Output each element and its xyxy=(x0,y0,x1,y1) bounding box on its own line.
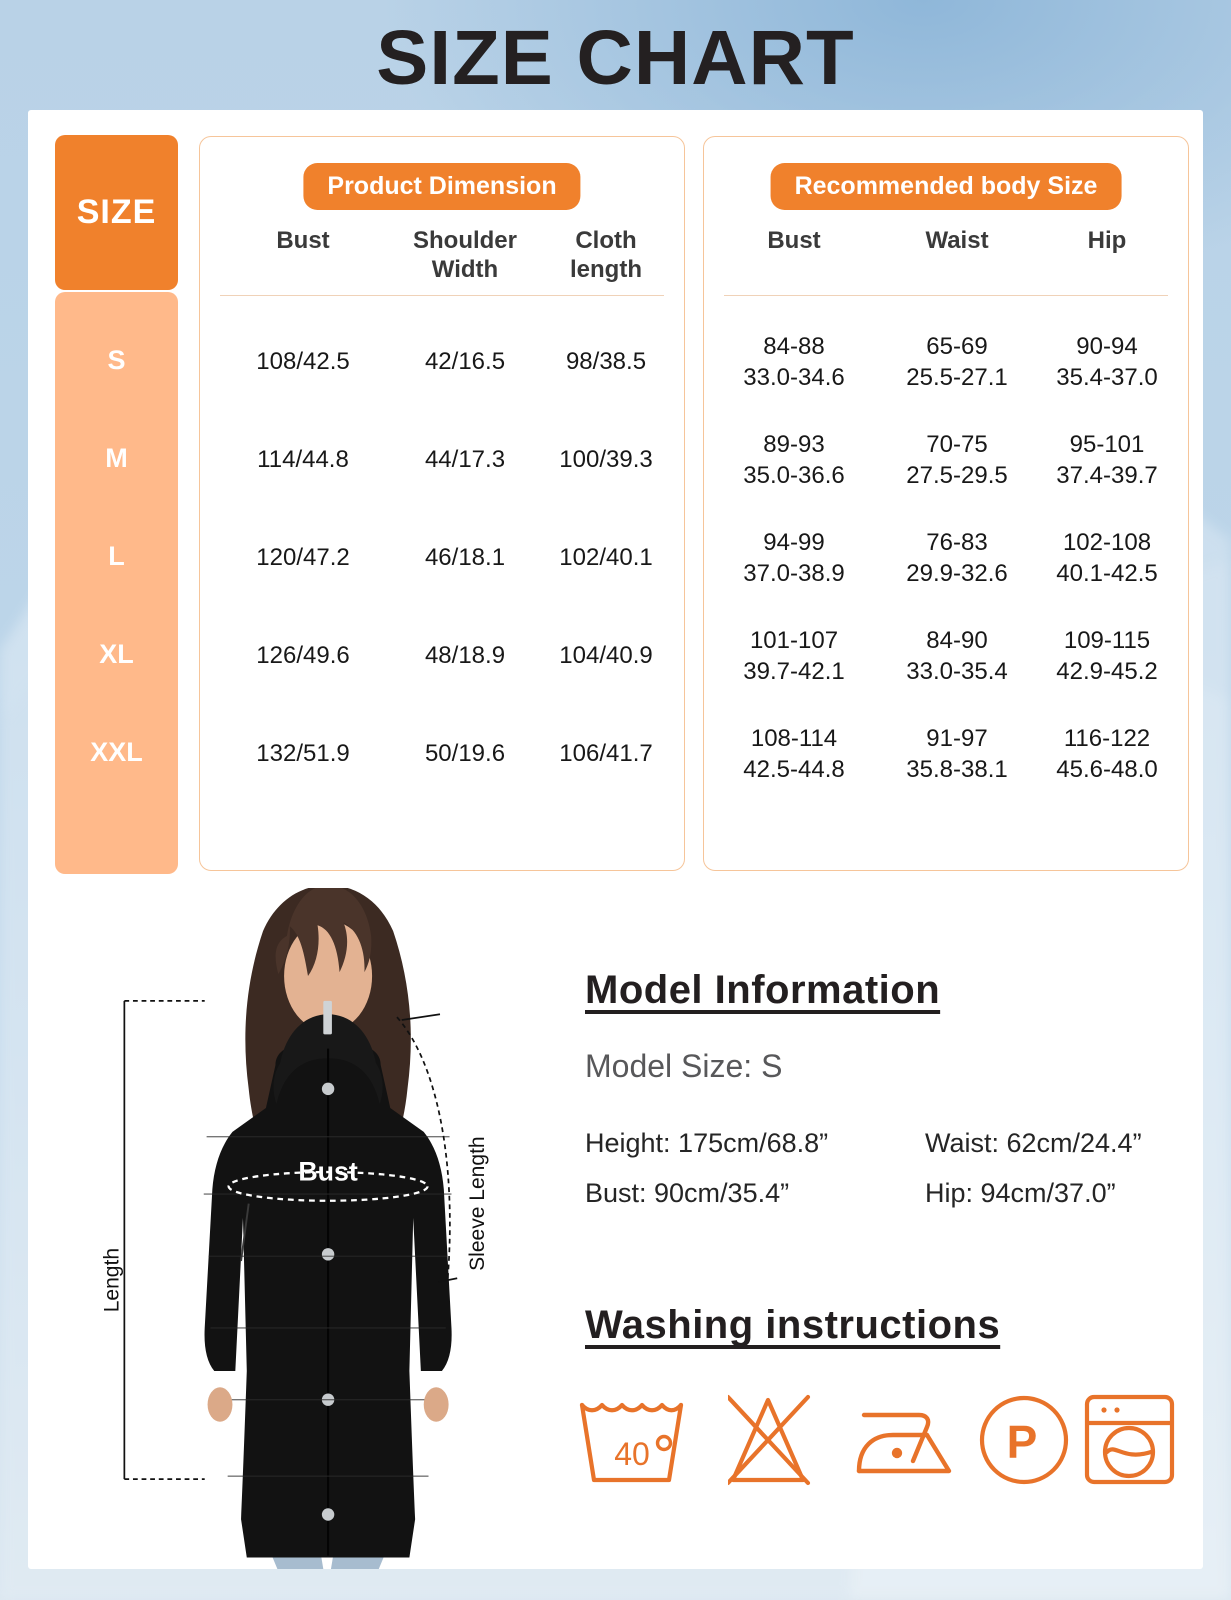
svg-text:40: 40 xyxy=(614,1436,650,1472)
svg-text:P: P xyxy=(1007,1416,1038,1468)
svg-text:Length: Length xyxy=(101,1248,124,1312)
svg-text:Bust: Bust xyxy=(298,1157,358,1187)
svg-text:Sleeve Length: Sleeve Length xyxy=(466,1136,489,1270)
